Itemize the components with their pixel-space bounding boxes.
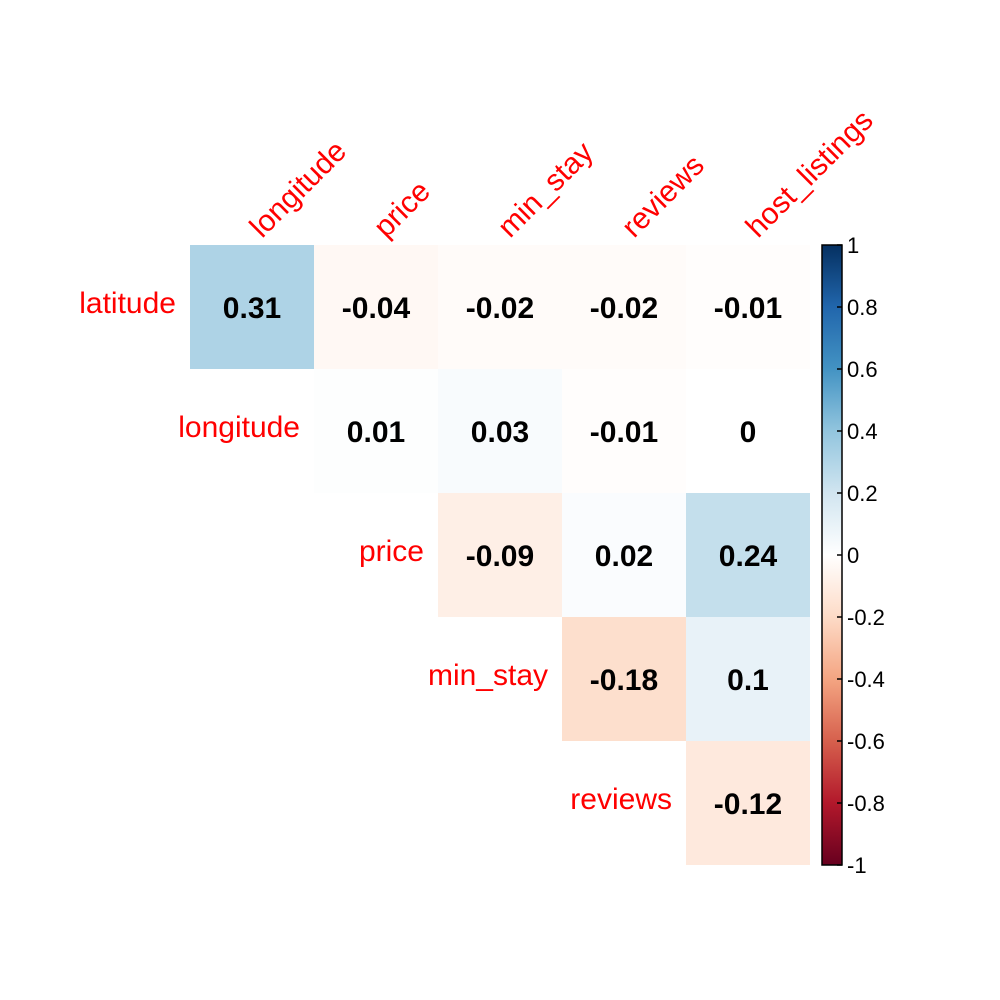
row-label-reviews: reviews — [570, 783, 672, 816]
cell-value-longitude-host_listings: 0 — [740, 416, 757, 449]
row-label-latitude: latitude — [79, 287, 176, 320]
column-label-host_listings: host_listings — [740, 104, 880, 244]
cell-value-min_stay-host_listings: 0.1 — [727, 664, 769, 697]
cell-value-price-reviews: 0.02 — [595, 540, 653, 573]
colorbar-tick-label: 0.6 — [847, 357, 878, 382]
row-label-price: price — [359, 535, 424, 568]
heatmap-cell-reviews-host_listings — [686, 741, 810, 865]
heatmap-cell-price-min_stay — [438, 493, 562, 617]
cell-value-latitude-longitude: 0.31 — [223, 292, 281, 325]
row-label-longitude: longitude — [178, 411, 300, 444]
cell-value-min_stay-reviews: -0.18 — [590, 664, 658, 697]
colorbar-tick-label: 1 — [847, 233, 859, 258]
cell-value-price-min_stay: -0.09 — [466, 540, 534, 573]
cell-value-latitude-reviews: -0.02 — [590, 292, 658, 325]
colorbar-tick-label: -0.6 — [847, 729, 885, 754]
colorbar-tick-label: 0.4 — [847, 419, 878, 444]
heatmap-cell-price-reviews — [562, 493, 686, 617]
column-label-price: price — [368, 175, 437, 244]
colorbar-tick-label: 0.8 — [847, 295, 878, 320]
colorbar-tick-label: 0 — [847, 543, 859, 568]
cell-value-price-host_listings: 0.24 — [719, 540, 778, 573]
cell-value-labels: 0.31 -0.04 -0.02 -0.02 -0.01 0.01 0.03 -0.01 0 -0… — [223, 292, 782, 821]
colorbar-tick-label: -0.8 — [847, 791, 885, 816]
heatmap-cells — [190, 245, 810, 865]
row-label-min_stay: min_stay — [428, 659, 548, 692]
heatmap-cell-longitude-host_listings — [686, 369, 810, 493]
heatmap-cell-longitude-price — [314, 369, 438, 493]
colorbar-tick-label: 0.2 — [847, 481, 878, 506]
heatmap-cell-longitude-min_stay — [438, 369, 562, 493]
cell-value-longitude-price: 0.01 — [347, 416, 405, 449]
heatmap-cell-latitude-host_listings — [686, 245, 810, 369]
cell-value-longitude-reviews: -0.01 — [590, 416, 658, 449]
heatmap-cell-longitude-reviews — [562, 369, 686, 493]
colorbar-tick-label: -0.4 — [847, 667, 885, 692]
heatmap-cell-price-host_listings — [686, 493, 810, 617]
column-label-min_stay: min_stay — [492, 136, 600, 244]
column-label-reviews: reviews — [616, 149, 711, 244]
colorbar-tick-label: -1 — [847, 853, 867, 878]
cell-value-longitude-min_stay: 0.03 — [471, 416, 529, 449]
column-label-longitude: longitude — [244, 135, 353, 244]
cell-value-latitude-min_stay: -0.02 — [466, 292, 534, 325]
heatmap-cell-latitude-min_stay — [438, 245, 562, 369]
heatmap-cell-min_stay-host_listings — [686, 617, 810, 741]
colorbar-tick-label: -0.2 — [847, 605, 885, 630]
heatmap-cell-latitude-reviews — [562, 245, 686, 369]
heatmap-cell-min_stay-reviews — [562, 617, 686, 741]
heatmap-cell-latitude-longitude — [190, 245, 314, 369]
cell-value-latitude-host_listings: -0.01 — [714, 292, 782, 325]
cell-value-latitude-price: -0.04 — [342, 292, 411, 325]
colorbar: 1 0.8 0.6 0.4 0.2 0 -0.2 -0.4 -0.6 -0.8 -1 — [821, 233, 885, 878]
cell-value-reviews-host_listings: -0.12 — [714, 788, 782, 821]
colorbar-ticks: 1 0.8 0.6 0.4 0.2 0 -0.2 -0.4 -0.6 -0.8 -1 — [837, 233, 885, 878]
column-labels: longitude price min_stay reviews host_listin… — [244, 104, 880, 244]
heatmap-cell-latitude-price — [314, 245, 438, 369]
